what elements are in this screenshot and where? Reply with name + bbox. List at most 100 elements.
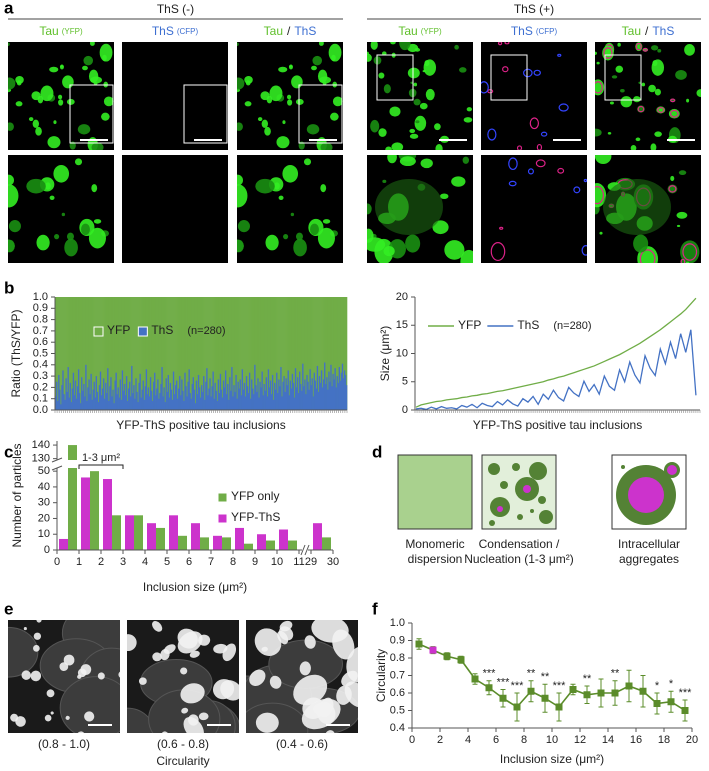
bar xyxy=(178,297,181,410)
bar xyxy=(235,527,244,550)
inset-box xyxy=(69,84,114,144)
y-tick-label: 1.0 xyxy=(390,617,405,629)
bar xyxy=(326,377,328,410)
bar xyxy=(344,374,347,410)
bar xyxy=(227,297,229,410)
bar xyxy=(329,297,332,410)
bar xyxy=(151,297,153,410)
bar xyxy=(285,378,287,410)
marker xyxy=(541,694,549,702)
tau-blob xyxy=(444,240,465,260)
bar xyxy=(69,382,71,410)
tau-blob xyxy=(264,126,271,136)
inclusion xyxy=(10,713,19,722)
x-tick-label: 6 xyxy=(493,734,499,746)
bar xyxy=(178,388,180,410)
bar xyxy=(299,371,301,410)
bar xyxy=(287,370,289,410)
bar xyxy=(270,297,273,410)
cell-glow xyxy=(375,179,443,235)
bar xyxy=(321,387,324,410)
bar xyxy=(117,387,119,410)
tau-blob xyxy=(81,223,90,236)
column-label-sub: (YFP) xyxy=(421,27,442,36)
y-tick-label: 0.6 xyxy=(33,336,48,348)
tau-blob xyxy=(237,122,243,131)
bar xyxy=(236,398,238,410)
x-tick-label: 16 xyxy=(630,734,642,746)
column-label-main: ThS xyxy=(511,24,533,38)
circularity-range: (0.4 - 0.6) xyxy=(276,737,328,751)
significance: * xyxy=(669,678,674,690)
tau-blob xyxy=(399,156,416,166)
y-tick-label: 0.2 xyxy=(33,381,48,393)
legend-swatch xyxy=(137,326,148,337)
bar xyxy=(236,297,238,410)
bar xyxy=(258,297,261,410)
micrograph xyxy=(481,42,587,150)
bar xyxy=(64,297,66,410)
bar xyxy=(106,297,109,410)
tau-blob xyxy=(295,98,304,105)
inclusion xyxy=(44,714,52,722)
bar xyxy=(113,403,115,410)
tau-blob xyxy=(367,53,372,62)
bar xyxy=(174,385,177,410)
bar xyxy=(309,369,311,410)
cell-glow xyxy=(603,179,671,235)
tau-blob xyxy=(378,72,385,79)
bar xyxy=(292,382,295,410)
micrograph xyxy=(367,155,473,263)
bar xyxy=(311,378,313,410)
bar xyxy=(221,297,223,410)
tau-blob xyxy=(8,184,19,208)
bar xyxy=(279,529,288,550)
bar xyxy=(192,297,195,410)
bar xyxy=(201,297,203,410)
y-tick-label: 0.8 xyxy=(390,652,405,664)
inclusion xyxy=(293,674,328,706)
tau-blob xyxy=(8,239,15,253)
inclusion xyxy=(138,677,147,685)
condensate xyxy=(489,520,495,526)
bar xyxy=(57,297,59,410)
inclusion xyxy=(33,644,40,652)
bar xyxy=(139,373,141,410)
bar xyxy=(72,297,74,410)
bar xyxy=(163,297,165,410)
inclusion xyxy=(254,628,282,656)
bar xyxy=(300,297,302,410)
bar xyxy=(251,297,254,410)
bar xyxy=(312,297,314,410)
bracket xyxy=(78,464,124,469)
bar xyxy=(167,374,169,410)
y-tick-label: 0.4 xyxy=(33,359,48,371)
x-tick-label: 7 xyxy=(208,556,214,568)
bar xyxy=(120,399,123,410)
bar xyxy=(147,523,156,550)
column-label-main: Tau xyxy=(39,24,58,38)
bar xyxy=(118,297,121,410)
bar xyxy=(317,391,320,410)
bar xyxy=(272,297,275,410)
column-label: ThS (CFP) xyxy=(511,24,558,38)
marker xyxy=(653,700,661,707)
tau-blob xyxy=(419,102,428,110)
bar xyxy=(110,297,113,410)
bar xyxy=(342,297,345,410)
bar xyxy=(301,390,303,410)
bar xyxy=(344,297,347,410)
bar xyxy=(288,297,290,410)
bar xyxy=(60,297,62,410)
micrograph-bg xyxy=(481,42,587,150)
bar xyxy=(77,369,80,410)
inclusion xyxy=(189,650,200,658)
bar xyxy=(147,387,150,410)
bar xyxy=(200,537,209,550)
inset-box xyxy=(298,84,343,144)
micrograph-content xyxy=(595,155,700,263)
bar xyxy=(256,297,259,410)
bar xyxy=(63,297,65,410)
ths-ring xyxy=(557,53,562,57)
bar xyxy=(336,376,338,410)
